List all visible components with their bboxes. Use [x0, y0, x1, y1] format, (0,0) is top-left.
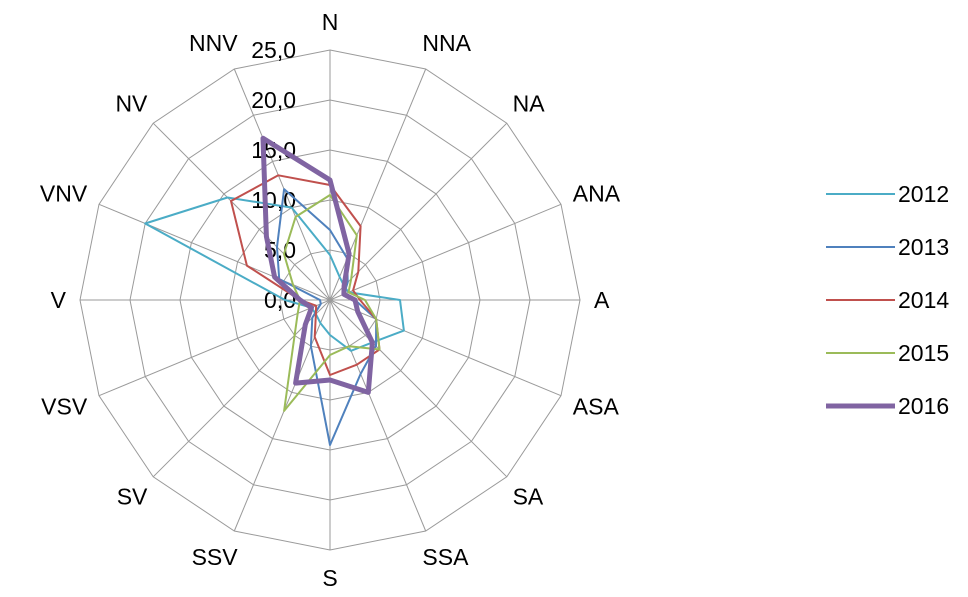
grid-spoke — [329, 122, 508, 301]
tick-label: 25,0 — [251, 37, 296, 63]
tick-label: 15,0 — [251, 137, 296, 163]
direction-label: VSV — [41, 393, 88, 419]
direction-label: NNV — [189, 30, 238, 56]
grid-spoke — [329, 299, 427, 532]
direction-label: A — [594, 287, 610, 313]
legend: 2012 2013 2014 2015 2016 — [826, 181, 949, 419]
grid-spoke — [98, 299, 331, 397]
direction-labels: N NNA NA ANA A ASA SA SSA S SSV SV VSV V VNV NV NNV — [40, 9, 621, 591]
legend-label-2014: 2014 — [898, 287, 949, 313]
grid-spoke — [233, 299, 331, 532]
direction-label: N — [322, 9, 339, 35]
series-line-2015 — [283, 194, 381, 412]
series-line-2014 — [230, 174, 381, 376]
direction-label: SV — [117, 484, 148, 510]
grid-spoke — [329, 68, 427, 301]
legend-label-2012: 2012 — [898, 181, 949, 207]
legend-label-2015: 2015 — [898, 340, 949, 366]
direction-label: SSA — [422, 544, 469, 570]
series-lines — [144, 135, 405, 446]
grid-spoke — [329, 203, 562, 301]
series-line-2012 — [144, 196, 405, 352]
grid-spoke — [329, 299, 508, 478]
grid-spoke — [329, 299, 562, 397]
direction-label: NNA — [422, 30, 471, 56]
direction-label: ASA — [573, 393, 620, 419]
grid-spoke — [152, 299, 331, 478]
tick-label: 10,0 — [251, 187, 296, 213]
direction-label: NA — [513, 90, 546, 116]
radar-grid — [79, 49, 581, 551]
grid-spoke — [152, 122, 331, 301]
direction-label: NV — [115, 90, 148, 116]
grid-spoke — [233, 68, 331, 301]
legend-label-2013: 2013 — [898, 234, 949, 260]
direction-label: S — [322, 565, 337, 591]
direction-label: SSV — [192, 544, 239, 570]
direction-label: V — [51, 287, 67, 313]
direction-label: ANA — [573, 181, 621, 207]
direction-label: SA — [513, 484, 544, 510]
direction-label: VNV — [40, 181, 88, 207]
grid-spoke — [98, 203, 331, 301]
tick-label: 20,0 — [251, 87, 296, 113]
legend-label-2016: 2016 — [898, 393, 949, 419]
series-line-2016 — [260, 135, 375, 395]
